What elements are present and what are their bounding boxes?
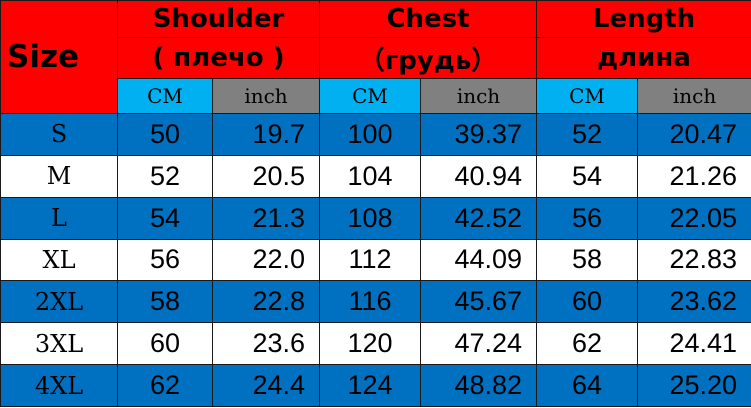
chest-inch-cell: 39.37 (419, 113, 538, 156)
length-cm-cell: 52 (536, 113, 639, 156)
unit-cm-header: CM (117, 78, 213, 114)
table-row: S 50 19.7 100 39.37 52 20.47 (0, 113, 751, 156)
length-inch-cell: 22.83 (637, 238, 751, 282)
shoulder-cm-cell: 52 (117, 154, 213, 198)
shoulder-inch-cell: 20.5 (212, 154, 320, 198)
shoulder-inch-cell: 22.8 (212, 280, 320, 324)
chest-cm-cell: 116 (319, 280, 421, 324)
shoulder-subheader: ( плечо ) (117, 37, 320, 79)
chest-cm-cell: 112 (319, 238, 421, 282)
size-header: Size (0, 0, 118, 114)
table-row: 2XL 58 22.8 116 45.67 60 23.62 (0, 280, 751, 324)
length-cm-cell: 60 (536, 280, 639, 324)
chest-inch-cell: 45.67 (419, 280, 538, 324)
size-cell: M (0, 154, 118, 198)
length-inch-cell: 23.62 (637, 280, 751, 324)
table-row: L 54 21.3 108 42.52 56 22.05 (0, 196, 751, 240)
length-inch-cell: 20.47 (637, 113, 751, 156)
chest-inch-cell: 40.94 (419, 154, 538, 198)
unit-inch-header: inch (212, 78, 320, 114)
size-cell: S (0, 113, 118, 156)
shoulder-inch-cell: 19.7 (212, 113, 320, 156)
shoulder-cm-cell: 62 (117, 364, 213, 407)
length-inch-cell: 25.20 (637, 364, 751, 407)
chest-cm-cell: 100 (319, 113, 421, 156)
length-header: Length (536, 0, 751, 38)
length-cm-cell: 58 (536, 238, 639, 282)
size-cell: L (0, 196, 118, 240)
unit-cm-header: CM (536, 78, 639, 114)
shoulder-inch-cell: 23.6 (212, 322, 320, 366)
length-inch-cell: 22.05 (637, 196, 751, 240)
size-cell: 2XL (0, 280, 118, 324)
shoulder-cm-cell: 54 (117, 196, 213, 240)
unit-cm-header: CM (319, 78, 421, 114)
table-row: M 52 20.5 104 40.94 54 21.26 (0, 154, 751, 198)
chest-cm-cell: 104 (319, 154, 421, 198)
shoulder-inch-cell: 22.0 (212, 238, 320, 282)
chest-inch-cell: 44.09 (419, 238, 538, 282)
chest-inch-cell: 48.82 (419, 364, 538, 407)
size-cell: 3XL (0, 322, 118, 366)
table-row: XL 56 22.0 112 44.09 58 22.83 (0, 238, 751, 282)
shoulder-cm-cell: 56 (117, 238, 213, 282)
chest-cm-cell: 124 (319, 364, 421, 407)
chest-header: Chest (318, 0, 538, 38)
chest-cm-cell: 120 (319, 322, 421, 366)
chest-cm-cell: 108 (319, 196, 421, 240)
shoulder-header: Shoulder (117, 0, 320, 38)
length-subheader: длина (536, 37, 751, 79)
unit-inch-header: inch (637, 78, 751, 114)
table-row: 4XL 62 24.4 124 48.82 64 25.20 (0, 364, 751, 407)
length-cm-cell: 54 (536, 154, 639, 198)
shoulder-cm-cell: 60 (117, 322, 213, 366)
length-inch-cell: 24.41 (637, 322, 751, 366)
length-cm-cell: 62 (536, 322, 639, 366)
size-cell: XL (0, 238, 118, 282)
shoulder-inch-cell: 21.3 (212, 196, 320, 240)
size-cell: 4XL (0, 364, 118, 407)
length-cm-cell: 64 (536, 364, 639, 407)
unit-inch-header: inch (419, 78, 538, 114)
length-cm-cell: 56 (536, 196, 639, 240)
chest-subheader: （грудь） (318, 37, 538, 79)
table-row: 3XL 60 23.6 120 47.24 62 24.41 (0, 322, 751, 366)
shoulder-cm-cell: 58 (117, 280, 213, 324)
shoulder-inch-cell: 24.4 (212, 364, 320, 407)
chest-inch-cell: 47.24 (419, 322, 538, 366)
chest-inch-cell: 42.52 (419, 196, 538, 240)
length-inch-cell: 21.26 (637, 154, 751, 198)
shoulder-cm-cell: 50 (117, 113, 213, 156)
